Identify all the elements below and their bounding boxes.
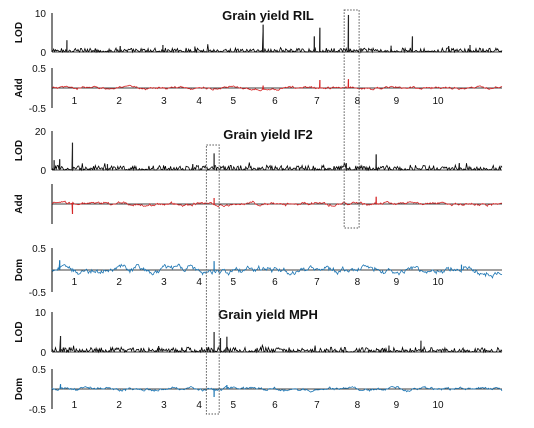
panel-p1: 10 0 LOD Grain yield RIL bbox=[14, 8, 503, 59]
chromosome-label: 10 bbox=[432, 277, 444, 288]
chromosome-label: 9 bbox=[394, 277, 400, 288]
y-axis-label: Dom bbox=[14, 259, 25, 281]
highlight-box-chr7 bbox=[343, 9, 360, 229]
chromosome-label: 1 bbox=[72, 277, 78, 288]
panel-title: Grain yield IF2 bbox=[223, 127, 313, 142]
y-axis-label: LOD bbox=[14, 140, 25, 161]
y-tick-bottom: 0 bbox=[40, 48, 46, 59]
chromosome-label: 5 bbox=[230, 96, 236, 107]
chromosome-label: 2 bbox=[116, 400, 122, 411]
series-line-p4 bbox=[51, 196, 503, 215]
chromosome-label: 1 bbox=[72, 400, 78, 411]
y-tick-bottom: 0 bbox=[40, 348, 46, 359]
panel-p4: Add bbox=[14, 184, 503, 224]
panel-p2: 0.5 -0.5 Add 1 2 3 4 5 6 7 8 9 10 bbox=[14, 64, 503, 115]
highlight-boxes-layer bbox=[205, 9, 360, 415]
chromosome-label: 10 bbox=[432, 96, 444, 107]
chromosome-label: 5 bbox=[230, 400, 236, 411]
chromosome-label: 8 bbox=[355, 96, 361, 107]
panel-title: Grain yield MPH bbox=[218, 307, 318, 322]
chromosome-label: 5 bbox=[230, 277, 236, 288]
y-tick-bottom: -0.5 bbox=[29, 104, 47, 115]
chromosome-label: 2 bbox=[116, 277, 122, 288]
chromosome-label: 3 bbox=[161, 400, 167, 411]
panel-title: Grain yield RIL bbox=[222, 8, 314, 23]
y-tick-top: 10 bbox=[35, 9, 47, 20]
highlight-box-chr4 bbox=[205, 144, 220, 415]
chromosome-label: 4 bbox=[196, 96, 202, 107]
y-tick-top: 0.5 bbox=[32, 244, 46, 255]
y-axis-label: Dom bbox=[14, 378, 25, 400]
series-line-p5 bbox=[51, 260, 503, 279]
chromosome-label: 8 bbox=[355, 400, 361, 411]
series-line-p7 bbox=[51, 384, 503, 398]
series-line-p3 bbox=[51, 142, 503, 172]
chromosome-label: 8 bbox=[355, 277, 361, 288]
y-axis-label: LOD bbox=[14, 321, 25, 342]
chromosome-label: 6 bbox=[272, 400, 278, 411]
chromosome-label: 4 bbox=[196, 400, 202, 411]
y-tick-top: 10 bbox=[35, 308, 47, 319]
y-tick-bottom: -0.5 bbox=[29, 288, 47, 299]
series-line-p6 bbox=[51, 331, 503, 354]
y-tick-top: 20 bbox=[35, 127, 47, 138]
series-line-p1 bbox=[51, 14, 503, 54]
chromosome-label: 2 bbox=[116, 96, 122, 107]
chromosome-label: 6 bbox=[272, 96, 278, 107]
y-tick-top: 0.5 bbox=[32, 64, 46, 75]
y-axis-label: Add bbox=[14, 194, 25, 213]
panel-p3: 20 0 LOD Grain yield IF2 bbox=[14, 127, 503, 177]
y-axis-label: LOD bbox=[14, 22, 25, 43]
chromosome-label: 6 bbox=[272, 277, 278, 288]
chromosome-label: 4 bbox=[196, 277, 202, 288]
chromosome-label: 10 bbox=[432, 400, 444, 411]
y-tick-bottom: -0.5 bbox=[29, 405, 47, 416]
panel-p5: 0.5 -0.5 Dom 1 2 3 4 5 6 7 8 9 10 bbox=[14, 244, 503, 299]
panel-p6: 10 0 LOD Grain yield MPH bbox=[14, 307, 503, 359]
chromosome-label: 9 bbox=[394, 400, 400, 411]
chromosome-label: 9 bbox=[394, 96, 400, 107]
chromosome-label: 7 bbox=[314, 96, 320, 107]
y-axis-label: Add bbox=[14, 78, 25, 97]
chromosome-label: 7 bbox=[314, 277, 320, 288]
y-tick-bottom: 0 bbox=[40, 166, 46, 177]
chromosome-label: 3 bbox=[161, 277, 167, 288]
y-tick-top: 0.5 bbox=[32, 365, 46, 376]
chromosome-label: 7 bbox=[314, 400, 320, 411]
chromosome-label: 3 bbox=[161, 96, 167, 107]
panel-p7: 0.5 -0.5 Dom 1 2 3 4 5 6 7 8 9 10 bbox=[14, 365, 503, 416]
series-line-p2 bbox=[51, 79, 503, 92]
chromosome-label: 1 bbox=[72, 96, 78, 107]
